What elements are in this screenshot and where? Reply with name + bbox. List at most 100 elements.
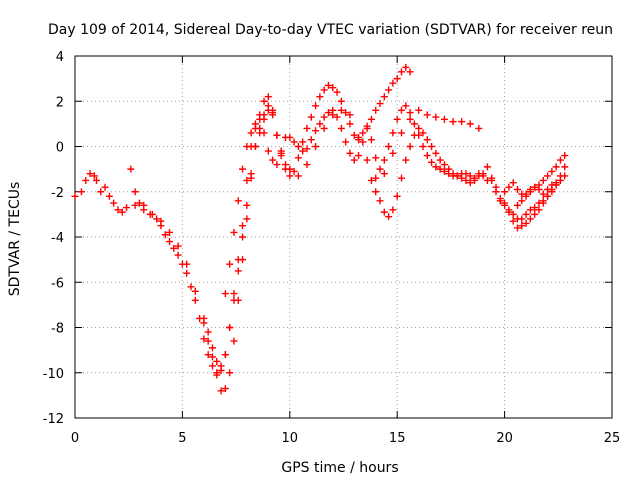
data-point xyxy=(221,351,229,359)
data-point xyxy=(183,269,191,277)
data-point xyxy=(380,93,388,101)
data-point xyxy=(316,120,324,128)
data-point xyxy=(509,210,517,218)
data-point xyxy=(256,129,264,137)
x-tick-label: 15 xyxy=(389,431,406,446)
data-point xyxy=(243,176,251,184)
data-point xyxy=(290,167,298,175)
data-point xyxy=(277,147,285,155)
data-point xyxy=(552,163,560,171)
data-point xyxy=(282,165,290,173)
data-point xyxy=(226,260,234,268)
data-point xyxy=(389,129,397,137)
y-tick-label: -4 xyxy=(51,231,64,246)
data-point xyxy=(380,156,388,164)
data-point xyxy=(526,215,534,223)
data-point xyxy=(402,102,410,110)
data-point xyxy=(183,260,191,268)
data-point xyxy=(544,185,552,193)
data-point xyxy=(380,208,388,216)
data-point xyxy=(92,176,100,184)
data-point xyxy=(208,344,216,352)
data-point xyxy=(440,167,448,175)
data-point xyxy=(359,138,367,146)
data-point xyxy=(355,152,363,160)
data-point xyxy=(247,129,255,137)
data-point xyxy=(410,120,418,128)
data-point xyxy=(264,106,272,114)
data-point xyxy=(406,143,414,150)
data-point xyxy=(269,156,277,164)
data-point xyxy=(501,188,509,196)
data-point xyxy=(316,93,324,101)
data-point xyxy=(372,154,380,162)
data-point xyxy=(101,183,109,191)
data-point xyxy=(501,201,509,209)
data-point xyxy=(462,176,470,184)
data-point xyxy=(329,106,337,114)
data-point xyxy=(359,129,367,137)
data-point xyxy=(518,190,526,198)
data-point xyxy=(148,210,156,218)
data-point xyxy=(105,192,113,200)
data-point xyxy=(346,120,354,128)
data-point xyxy=(230,337,238,345)
data-point xyxy=(509,217,517,225)
data-point xyxy=(475,170,483,178)
data-point xyxy=(561,172,569,180)
x-axis-label: GPS time / hours xyxy=(281,460,398,476)
data-point xyxy=(299,138,307,146)
data-point xyxy=(367,115,375,123)
data-series xyxy=(221,63,414,298)
data-point xyxy=(475,124,483,132)
data-point xyxy=(397,106,405,114)
data-point xyxy=(531,204,539,212)
data-point xyxy=(329,84,337,92)
data-point xyxy=(157,217,165,225)
data-point xyxy=(260,115,268,123)
data-point xyxy=(243,201,251,209)
data-point xyxy=(200,314,208,322)
data-point xyxy=(226,324,234,331)
data-point xyxy=(239,256,247,264)
data-point xyxy=(402,156,410,164)
data-point xyxy=(140,206,148,214)
data-series xyxy=(200,106,277,370)
data-point xyxy=(372,188,380,196)
data-point xyxy=(239,165,247,173)
data-point xyxy=(513,224,521,232)
data-point xyxy=(492,188,500,196)
data-point xyxy=(556,156,564,164)
data-point xyxy=(389,79,397,87)
y-tick-label: 4 xyxy=(56,50,64,65)
data-point xyxy=(531,183,539,191)
data-point xyxy=(239,233,247,241)
data-point xyxy=(312,143,320,150)
data-point xyxy=(342,109,350,117)
data-point xyxy=(234,197,242,205)
data-point xyxy=(462,170,470,178)
data-point xyxy=(324,109,332,117)
chart-title: Day 109 of 2014, Sidereal Day-to-day VTE… xyxy=(48,22,613,38)
data-point xyxy=(312,102,320,110)
data-point xyxy=(428,143,436,150)
data-point xyxy=(273,131,281,139)
data-point xyxy=(385,86,393,94)
data-point xyxy=(166,228,174,236)
data-point xyxy=(505,183,513,191)
data-point xyxy=(247,170,255,178)
data-point xyxy=(226,369,234,377)
data-point xyxy=(518,222,526,230)
x-tick-label: 10 xyxy=(282,431,299,446)
data-point xyxy=(307,136,315,144)
data-point xyxy=(406,68,414,76)
data-point xyxy=(428,158,436,166)
data-point xyxy=(170,244,178,252)
data-point xyxy=(273,161,281,169)
y-axis-label: SDTVAR / TECUs xyxy=(7,182,23,297)
data-point xyxy=(217,387,225,395)
data-point xyxy=(71,192,79,200)
y-tick-label: -8 xyxy=(51,322,64,337)
data-point xyxy=(488,176,496,184)
data-point xyxy=(393,115,401,123)
